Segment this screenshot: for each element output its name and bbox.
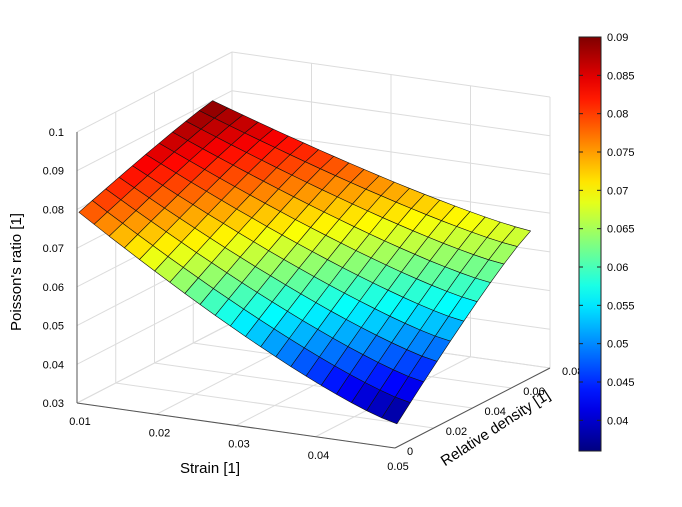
colorbar-tick-label: 0.07: [607, 185, 628, 197]
x-tick-label: 0.01: [69, 416, 90, 428]
y-tick-label: 0.08: [562, 366, 583, 378]
grid-line: [76, 51, 233, 133]
colorbar-tick-label: 0.05: [607, 339, 628, 351]
grid-line: [76, 90, 233, 172]
colorbar-gradient: [578, 36, 602, 452]
z-tick-label: 0.08: [43, 204, 64, 216]
z-tick-label: 0.04: [43, 359, 64, 371]
surface: [78, 100, 531, 425]
x-tick-label: 0.02: [149, 427, 170, 439]
grid-line: [115, 382, 434, 429]
x-axis-label: Strain [1]: [180, 460, 240, 477]
colorbar-tick-label: 0.075: [607, 147, 635, 159]
y-tick-label: 0: [407, 446, 413, 458]
x-tick-label: 0.05: [387, 461, 408, 473]
z-axis-label: Poisson's ratio [1]: [8, 213, 25, 331]
tick-labels: 0.01 0.02 0.03 0.04 0.05 0 0.02 0.04 0.06 0.08 0.0…: [43, 127, 584, 473]
z-tick-label: 0.09: [43, 166, 64, 178]
x-tick-label: 0.04: [308, 450, 329, 462]
colorbar-tick-label: 0.065: [607, 224, 635, 236]
y-tick-label: 0.02: [446, 426, 467, 438]
surface-patch: [381, 396, 411, 425]
y-tick-label: 0.06: [523, 386, 544, 398]
z-tick-label: 0.06: [43, 282, 64, 294]
colorbar: 0.04 0.045 0.05 0.055 0.06 0.065 0.07 0.075 0.08…: [578, 32, 635, 452]
z-tick-label: 0.1: [49, 127, 64, 139]
colorbar-tick-label: 0.04: [607, 415, 628, 427]
colorbar-tick-label: 0.08: [607, 109, 628, 121]
z-tick-label: 0.07: [43, 243, 64, 255]
colorbar-tick-label: 0.045: [607, 377, 635, 389]
z-tick-label: 0.03: [43, 398, 64, 410]
colorbar-tick-label: 0.055: [607, 300, 635, 312]
grid-line: [231, 51, 551, 98]
x-axis-line: [76, 402, 396, 449]
y-tick-label: 0.04: [485, 406, 506, 418]
y-axis-line: [394, 367, 551, 449]
colorbar-tick-label: 0.06: [607, 262, 628, 274]
grid-line: [231, 90, 551, 137]
z-tick-label: 0.05: [43, 321, 64, 333]
colorbar-tick-label: 0.085: [607, 70, 635, 82]
x-tick-label: 0.03: [228, 439, 249, 451]
grid-line: [154, 362, 473, 409]
colorbar-tick-label: 0.09: [607, 32, 628, 44]
